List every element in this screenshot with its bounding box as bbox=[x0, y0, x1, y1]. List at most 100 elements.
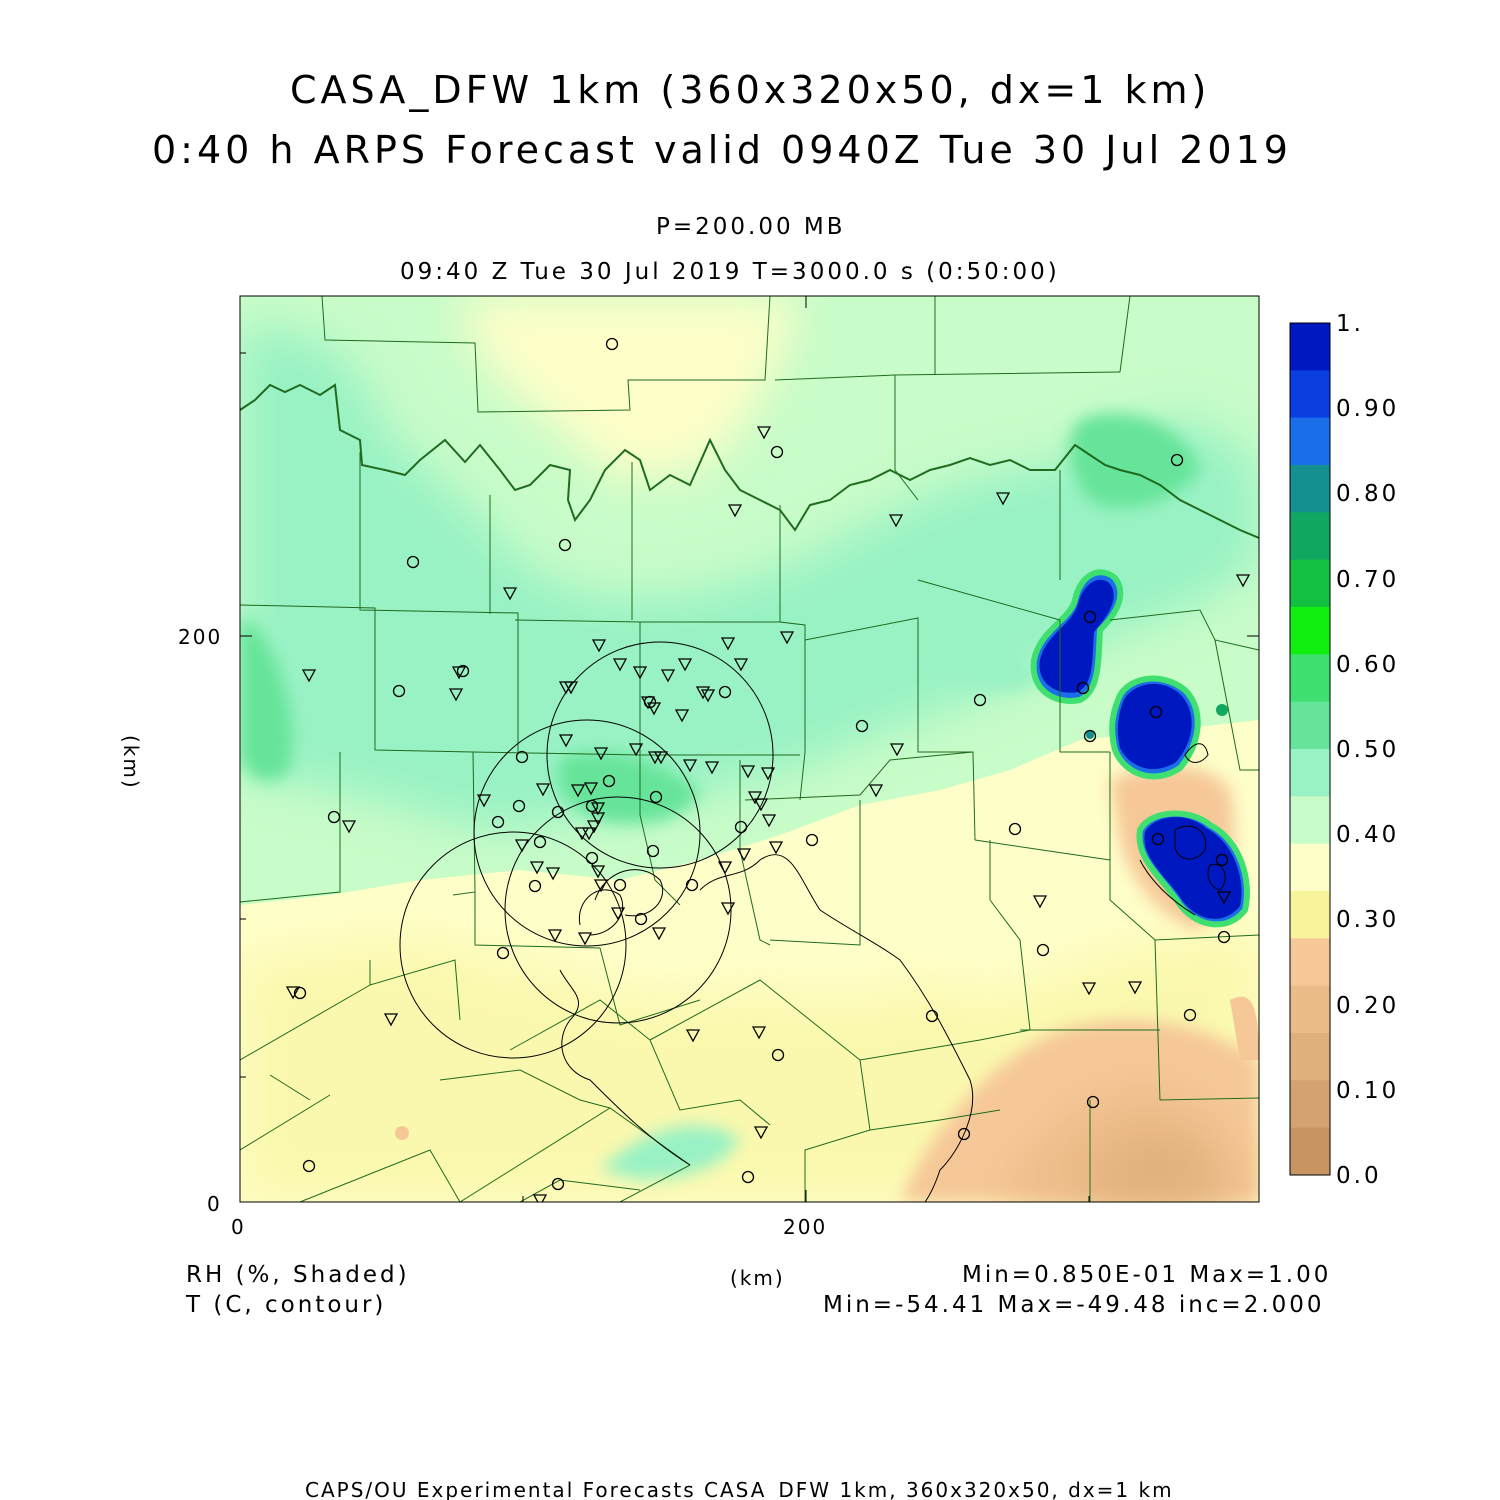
station-triangle-marker bbox=[695, 686, 711, 700]
colorbar-swatch bbox=[1290, 559, 1330, 608]
station-circle-marker bbox=[1170, 453, 1184, 467]
station-circle-marker bbox=[605, 337, 619, 351]
station-circle-marker bbox=[512, 799, 526, 813]
station-triangle-marker bbox=[593, 747, 609, 761]
station-triangle-marker bbox=[558, 734, 574, 748]
colorbar-tick-label: 0.20 bbox=[1336, 992, 1400, 1019]
station-circle-marker bbox=[456, 664, 470, 678]
station-circle-marker bbox=[634, 912, 648, 926]
station-triangle-marker bbox=[451, 666, 467, 680]
station-triangle-marker bbox=[583, 782, 599, 796]
state-boundary-red-river bbox=[240, 383, 1259, 539]
county-boundaries bbox=[240, 296, 1259, 1202]
y-tick-label: 200 bbox=[178, 625, 223, 649]
station-triangle-marker bbox=[529, 861, 545, 875]
station-triangle-marker bbox=[677, 658, 693, 672]
station-triangle-marker bbox=[753, 1126, 769, 1140]
station-circle-marker bbox=[805, 833, 819, 847]
station-circle-marker bbox=[685, 878, 699, 892]
station-triangle-marker bbox=[674, 709, 690, 723]
station-triangle-marker bbox=[868, 784, 884, 798]
colorbar-swatch bbox=[1290, 1033, 1330, 1081]
station-triangle-marker bbox=[383, 1013, 399, 1027]
station-circle-marker bbox=[973, 693, 987, 707]
valid-time-label: 09:40 Z Tue 30 Jul 2019 T=3000.0 s (0:50… bbox=[400, 259, 1060, 285]
station-circle-marker bbox=[528, 879, 542, 893]
station-triangle-marker bbox=[590, 865, 606, 879]
station-circle-marker bbox=[734, 820, 748, 834]
colorbar-tick-label: 1. bbox=[1336, 311, 1364, 337]
station-triangle-marker bbox=[502, 587, 518, 601]
station-triangle-marker bbox=[747, 791, 763, 805]
colorbar-tick-label: 0.10 bbox=[1336, 1077, 1400, 1104]
station-triangle-marker bbox=[889, 743, 905, 757]
station-triangle-marker bbox=[1032, 895, 1048, 909]
colorbar-swatch bbox=[1290, 607, 1330, 655]
station-triangle-marker bbox=[888, 514, 904, 528]
temperature-contours bbox=[559, 743, 1226, 1202]
colorbar-frame bbox=[1289, 322, 1331, 1176]
y-axis-label: (km) bbox=[119, 735, 143, 790]
colorbar-swatch bbox=[1290, 1127, 1330, 1176]
station-circle-marker bbox=[496, 946, 510, 960]
station-triangle-marker bbox=[547, 929, 563, 943]
colorbar-tick-label: 0.90 bbox=[1336, 396, 1400, 423]
station-triangle-marker bbox=[590, 812, 606, 826]
station-triangle-marker bbox=[610, 907, 626, 921]
station-triangle-marker bbox=[646, 702, 662, 716]
colorbar-swatch bbox=[1290, 1080, 1330, 1129]
station-circle-marker bbox=[551, 1177, 565, 1191]
y-tick-label: 0 bbox=[207, 1192, 222, 1216]
station-circle-marker bbox=[1036, 943, 1050, 957]
station-triangle-marker bbox=[593, 879, 609, 893]
shaded-field-label: RH (%, Shaded) bbox=[186, 1262, 410, 1288]
station-triangle-marker bbox=[760, 767, 776, 781]
colorbar bbox=[1289, 322, 1331, 1176]
colorbar-swatch bbox=[1290, 749, 1330, 797]
pressure-level-label: P=200.00 MB bbox=[656, 214, 846, 240]
colorbar-swatch bbox=[1290, 465, 1330, 513]
station-circle-marker bbox=[406, 555, 420, 569]
station-triangle-marker bbox=[574, 827, 590, 841]
station-circle-marker bbox=[558, 538, 572, 552]
high-rh-cells bbox=[1030, 569, 1250, 928]
station-triangle-marker bbox=[476, 794, 492, 808]
colorbar-tick-label: 0.0 bbox=[1336, 1163, 1382, 1189]
station-triangle-marker bbox=[545, 867, 561, 881]
station-circle-marker bbox=[771, 1048, 785, 1062]
station-circle-marker bbox=[533, 835, 547, 849]
station-circle-marker bbox=[491, 815, 505, 829]
station-triangle-marker bbox=[751, 1026, 767, 1040]
station-triangle-marker bbox=[720, 902, 736, 916]
station-triangle-marker bbox=[704, 761, 720, 775]
station-triangle-marker bbox=[590, 802, 606, 816]
station-triangle-marker bbox=[1127, 981, 1143, 995]
station-circle-marker bbox=[1076, 681, 1090, 695]
plot-frame bbox=[239, 295, 1260, 1203]
station-triangle-marker bbox=[285, 986, 301, 1000]
station-circle-marker bbox=[293, 986, 307, 1000]
station-triangle-marker bbox=[1235, 574, 1251, 588]
station-triangle-marker bbox=[756, 426, 772, 440]
station-circle-marker bbox=[646, 844, 660, 858]
station-triangle-marker bbox=[753, 798, 769, 812]
colorbar-swatch bbox=[1290, 654, 1330, 703]
station-triangle-marker bbox=[448, 688, 464, 702]
station-circle-marker bbox=[585, 799, 599, 813]
station-markers bbox=[285, 337, 1251, 1202]
colorbar-swatch bbox=[1290, 370, 1330, 419]
station-circle-marker bbox=[1008, 822, 1022, 836]
station-triangle-marker bbox=[768, 841, 784, 855]
colorbar-swatch bbox=[1290, 891, 1330, 939]
station-circle-marker bbox=[613, 878, 627, 892]
station-triangle-marker bbox=[577, 932, 593, 946]
station-triangle-marker bbox=[653, 751, 669, 765]
station-circle-marker bbox=[515, 750, 529, 764]
station-triangle-marker bbox=[628, 743, 644, 757]
station-circle-marker bbox=[551, 805, 565, 819]
station-triangle-marker bbox=[660, 669, 676, 683]
station-circle-marker bbox=[1183, 1008, 1197, 1022]
station-triangle-marker bbox=[632, 666, 648, 680]
